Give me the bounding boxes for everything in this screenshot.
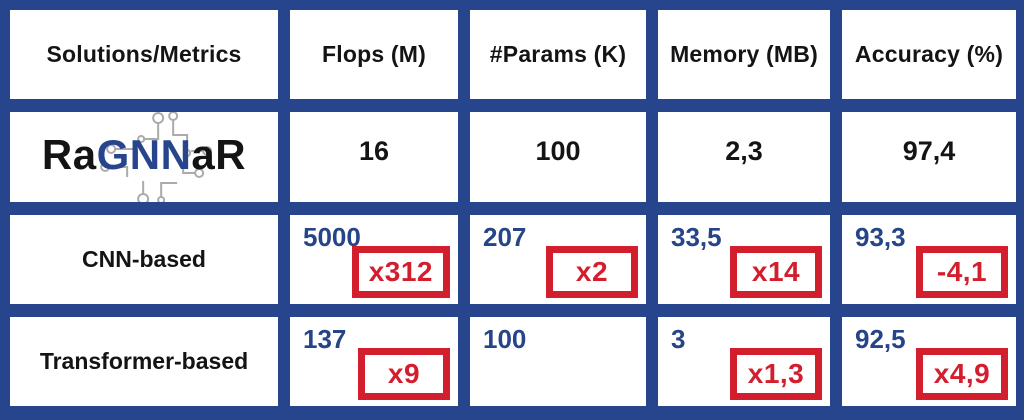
metric-value: 2,3	[725, 136, 763, 167]
header-accuracy: Accuracy (%)	[842, 10, 1016, 100]
metric-value: 92,5	[855, 323, 906, 354]
logo-text: RaGNNaR	[42, 131, 246, 179]
cell-cnn-flops: 5000 x312	[290, 214, 458, 304]
cell-transformer-accuracy: 92,5 x4,9	[842, 316, 1016, 406]
metric-value: 93,3	[855, 221, 906, 252]
cell-transformer-flops: 137 x9	[290, 316, 458, 406]
header-flops: Flops (M)	[290, 10, 458, 100]
row-label-transformer: Transformer-based	[10, 316, 278, 406]
header-label: Solutions/Metrics	[46, 41, 242, 68]
row-label-ragnnar: RaGNNaR	[10, 112, 278, 202]
row-label: CNN-based	[82, 245, 206, 272]
row-label: Transformer-based	[39, 347, 249, 374]
factor-badge: x2	[546, 245, 638, 298]
metric-value: 97,4	[902, 136, 956, 167]
metric-value: 137	[303, 323, 347, 354]
metric-value: 33,5	[671, 221, 722, 252]
header-label: Accuracy (%)	[854, 41, 1004, 68]
factor-badge: x14	[730, 245, 822, 298]
cell-ragnnar-memory: 2,3	[658, 112, 830, 202]
cell-transformer-memory: 3 x1,3	[658, 316, 830, 406]
factor-badge: x9	[358, 348, 450, 400]
metric-value: 100	[535, 136, 581, 167]
circuit-icon	[100, 112, 213, 202]
logo-part-ra: Ra	[41, 130, 97, 178]
metric-value: 5000	[303, 221, 361, 252]
cell-transformer-params: 100	[470, 316, 646, 406]
logo-part-gnn: GNN	[96, 130, 192, 178]
header-label: #Params (K)	[489, 41, 627, 68]
logo-part-ar: aR	[191, 130, 247, 178]
cell-cnn-params: 207 x2	[470, 214, 646, 304]
metric-value: 100	[483, 323, 527, 354]
cell-cnn-accuracy: 93,3 -4,1	[842, 214, 1016, 304]
metric-value: 3	[671, 323, 686, 354]
header-params: #Params (K)	[470, 10, 646, 100]
row-label-cnn: CNN-based	[10, 214, 278, 304]
cell-ragnnar-params: 100	[470, 112, 646, 202]
header-label: Memory (MB)	[670, 41, 818, 68]
cell-ragnnar-flops: 16	[290, 112, 458, 202]
cell-cnn-memory: 33,5 x14	[658, 214, 830, 304]
factor-badge: x4,9	[916, 348, 1008, 400]
ragnnar-logo: RaGNNaR	[42, 112, 246, 202]
header-label: Flops (M)	[322, 41, 426, 68]
factor-badge: x1,3	[730, 348, 822, 400]
factor-badge: -4,1	[916, 245, 1008, 298]
metric-value: 207	[483, 221, 527, 252]
header-memory: Memory (MB)	[658, 10, 830, 100]
header-solutions-metrics: Solutions/Metrics	[10, 10, 278, 100]
factor-badge: x312	[351, 245, 450, 298]
cell-ragnnar-accuracy: 97,4	[842, 112, 1016, 202]
metric-value: 16	[358, 136, 390, 167]
